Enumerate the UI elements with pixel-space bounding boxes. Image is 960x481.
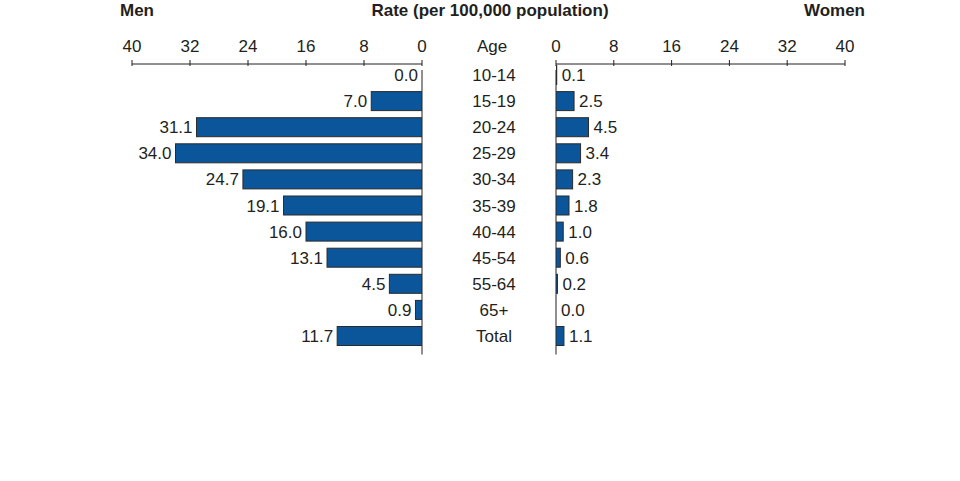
category-label: 55-64 [472,275,515,294]
tick-label: 40 [123,37,142,56]
bar [389,274,422,293]
bar [556,327,564,346]
bar [556,196,569,215]
bar [371,92,422,111]
bar [176,144,423,163]
category-label: 20-24 [472,118,515,137]
data-label: 24.7 [206,170,239,189]
bar [284,196,422,215]
data-label: 1.1 [569,327,593,346]
tick-label: 40 [836,37,855,56]
data-label: 1.0 [568,223,592,242]
data-label: 4.5 [362,275,386,294]
bar [556,118,589,137]
data-label: 3.4 [586,144,610,163]
category-label: 10-14 [472,66,515,85]
tick-mark [787,60,788,66]
tick-label: 16 [662,37,681,56]
tick-label: 24 [720,37,739,56]
data-label: 13.1 [290,249,323,268]
tick-mark [364,60,365,66]
data-label: 31.1 [159,118,192,137]
category-label: 15-19 [472,92,515,111]
tick-label: 24 [239,37,258,56]
data-label: 11.7 [301,327,333,346]
bar [337,327,422,346]
data-label: 19.1 [246,197,279,216]
category-label: 35-39 [472,197,515,216]
tick-mark [671,60,672,66]
chart-svg: Rate (per 100,000 population) Age 10-14 15-… [0,0,960,481]
data-label: 0.6 [565,249,589,268]
value-axis-line [132,64,422,65]
data-label: 34.0 [138,144,171,163]
tick-mark [306,60,307,66]
tick-label: 32 [181,37,200,56]
chart-container: Rate (per 100,000 population) Age 10-14 15-… [0,0,960,481]
category-label: 45-54 [472,249,515,268]
data-label: 4.5 [594,118,618,137]
tick-label: 8 [609,37,618,56]
bar [306,222,422,241]
bar [197,118,422,137]
bar [556,92,574,111]
tick-mark [132,60,133,66]
tick-label: 0 [417,37,426,56]
data-label: 0.1 [562,66,586,85]
tick-label: 16 [297,37,316,56]
tick-mark [248,60,249,66]
tick-mark [190,60,191,66]
category-label: 25-29 [472,144,515,163]
bar [556,66,557,85]
data-label: 0.0 [394,66,418,85]
data-label: 7.0 [344,92,368,111]
bar [556,144,581,163]
bar [327,248,422,267]
data-label: 1.8 [574,197,598,216]
category-label: 40-44 [472,223,515,242]
data-label: 0.2 [562,275,586,294]
bar [556,248,560,267]
tick-mark [845,60,846,66]
category-label: 30-34 [472,170,515,189]
tick-mark [422,60,423,66]
tick-label: 32 [778,37,797,56]
bar [556,170,573,189]
tick-mark [613,60,614,66]
tick-label: 0 [551,37,560,56]
bar [556,222,563,241]
data-label: 0.9 [388,301,412,320]
category-axis-label: Age [477,37,507,56]
series-label: Men [120,1,154,20]
category-label: 65+ [480,301,509,320]
bar [243,170,422,189]
data-label: 2.5 [579,92,603,111]
value-axis-line [556,64,845,65]
series-label: Women [804,1,865,20]
tick-label: 8 [359,37,368,56]
data-label: 16.0 [269,223,302,242]
bar [415,300,422,319]
chart-title: Rate (per 100,000 population) [371,1,608,20]
bars-group [176,92,423,346]
data-label: 0.0 [561,301,585,320]
category-label: Total [476,327,512,346]
tick-mark [729,60,730,66]
data-label: 2.3 [578,170,602,189]
bar [556,274,557,293]
